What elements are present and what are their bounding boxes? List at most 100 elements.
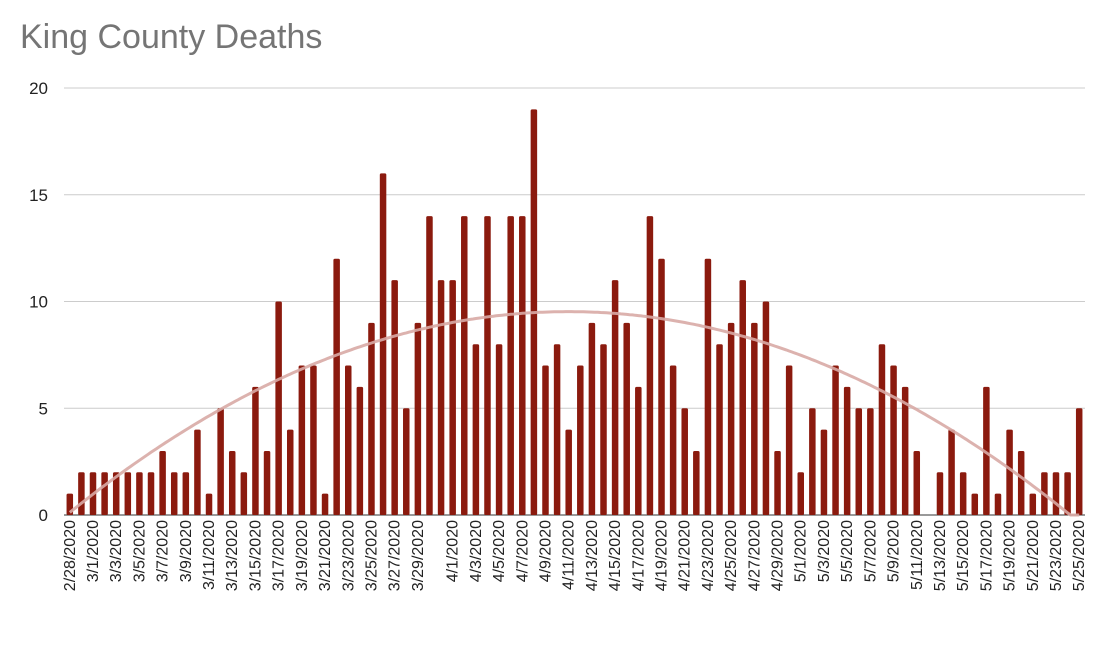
bar <box>275 301 282 515</box>
bar <box>843 386 851 515</box>
bar <box>611 280 619 515</box>
x-tick-label: 3/27/2020 <box>387 520 404 591</box>
x-tick-label: 4/21/2020 <box>677 520 694 591</box>
x-tick-label: 4/25/2020 <box>723 520 740 591</box>
x-tick-label: 4/11/2020 <box>561 520 578 590</box>
x-tick-label: 5/17/2020 <box>978 520 995 591</box>
bar <box>182 472 190 515</box>
x-tick-label: 5/21/2020 <box>1025 520 1042 591</box>
bar <box>797 472 804 515</box>
bar <box>136 472 143 515</box>
bar <box>356 386 364 515</box>
bar <box>565 429 572 515</box>
bar <box>890 365 897 515</box>
bar <box>391 280 398 515</box>
bar <box>403 408 410 515</box>
bar <box>449 280 456 515</box>
bar <box>1075 408 1083 515</box>
bar <box>994 493 1002 515</box>
x-tick-label: 3/1/2020 <box>85 520 102 582</box>
bar <box>635 386 642 515</box>
x-tick-label: 4/9/2020 <box>537 520 554 582</box>
x-tick-label: 3/19/2020 <box>294 520 311 591</box>
x-tick-label: 3/15/2020 <box>247 520 264 591</box>
bar <box>310 365 317 515</box>
bar <box>1052 472 1060 515</box>
bar <box>959 472 967 515</box>
bar <box>472 344 480 515</box>
bars <box>66 109 1083 515</box>
x-tick-label: 3/23/2020 <box>340 520 357 591</box>
bar <box>878 344 886 515</box>
bar <box>124 472 132 515</box>
bar <box>600 344 607 515</box>
x-tick-label: 5/15/2020 <box>955 520 972 591</box>
bar <box>913 450 921 515</box>
bar <box>820 429 828 515</box>
y-tick-label: 15 <box>29 186 48 205</box>
x-tick-label: 4/5/2020 <box>491 520 508 582</box>
bar <box>217 408 224 515</box>
bar <box>785 365 793 515</box>
bar <box>159 450 166 515</box>
x-tick-label: 5/5/2020 <box>839 520 856 582</box>
bar <box>147 472 155 515</box>
bar <box>1064 472 1071 515</box>
x-tick-label: 4/15/2020 <box>607 520 624 591</box>
x-tick-label: 2/28/2020 <box>62 520 79 591</box>
bar <box>484 216 491 515</box>
bar <box>333 258 340 515</box>
x-tick-label: 4/23/2020 <box>700 520 717 591</box>
bar <box>286 429 294 515</box>
x-tick-label: 3/21/2020 <box>317 520 334 591</box>
x-tick-label: 5/25/2020 <box>1071 520 1088 591</box>
bar <box>646 216 654 515</box>
bar <box>414 322 422 515</box>
bar <box>507 216 514 515</box>
bar <box>658 258 665 515</box>
bar <box>368 322 375 515</box>
bar <box>252 386 259 515</box>
x-tick-label: 4/3/2020 <box>468 520 485 582</box>
bar <box>542 365 549 515</box>
y-tick-label: 20 <box>29 79 48 98</box>
axis-labels: 0 5 10 15 20 2/28/2020 3/1/2020 3/3/2020 3/5/202… <box>29 79 1088 591</box>
x-tick-label: 4/29/2020 <box>770 520 787 591</box>
bar <box>681 408 688 515</box>
y-tick-label: 0 <box>39 506 48 525</box>
bar <box>519 216 526 515</box>
bar <box>588 322 596 515</box>
bar <box>832 365 839 515</box>
x-tick-label: 3/13/2020 <box>224 520 241 591</box>
bar <box>321 493 329 515</box>
x-tick-label: 3/5/2020 <box>131 520 148 582</box>
bar <box>762 301 770 515</box>
bar <box>971 493 979 515</box>
bar <box>426 216 433 515</box>
bar <box>693 450 700 515</box>
x-tick-label: 3/17/2020 <box>271 520 288 591</box>
x-tick-label: 3/9/2020 <box>178 520 195 582</box>
bar <box>855 408 863 515</box>
x-tick-label: 3/29/2020 <box>410 520 427 591</box>
bar <box>1029 493 1037 515</box>
bar <box>205 493 213 515</box>
bar <box>101 472 108 515</box>
x-tick-label: 5/23/2020 <box>1048 520 1065 591</box>
trendline <box>68 310 1080 517</box>
bar <box>379 173 387 515</box>
x-tick-label: 3/3/2020 <box>108 520 125 582</box>
bar <box>1017 450 1025 515</box>
bar <box>170 472 178 515</box>
bar <box>194 429 201 515</box>
x-tick-label: 5/13/2020 <box>932 520 949 591</box>
bar <box>739 280 746 515</box>
bar <box>774 450 781 515</box>
x-tick-label: 5/11/2020 <box>909 520 926 590</box>
trendline-layer <box>68 310 1080 517</box>
bar <box>78 472 85 515</box>
bar <box>298 365 306 515</box>
x-tick-label: 5/1/2020 <box>793 520 810 582</box>
chart-title: King County Deaths <box>20 18 323 56</box>
